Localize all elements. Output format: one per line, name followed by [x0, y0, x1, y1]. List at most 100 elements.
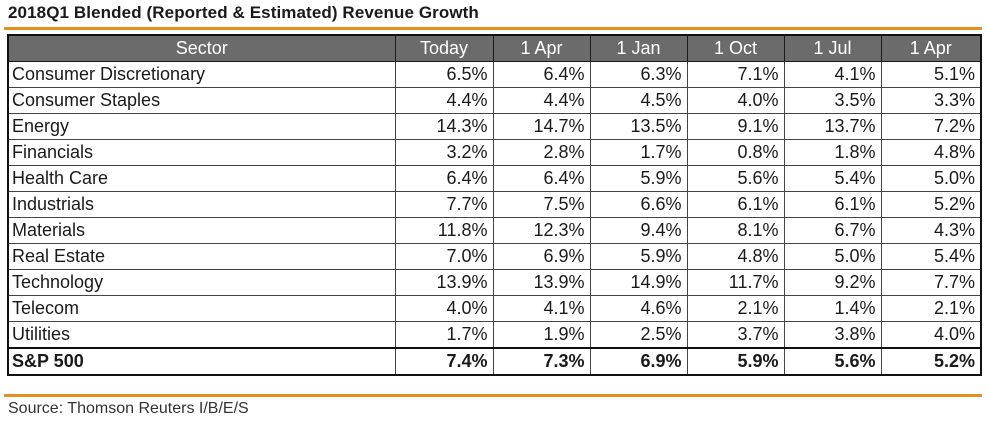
sector-cell: Consumer Staples	[7, 87, 396, 114]
value-cell: 6.5%	[394, 61, 494, 88]
value-cell: 9.4%	[589, 217, 688, 244]
value-cell: 2.1%	[686, 295, 785, 322]
value-cell: 5.0%	[880, 165, 982, 192]
value-cell: 5.9%	[686, 347, 785, 376]
value-cell: 2.8%	[492, 139, 591, 166]
value-cell: 7.3%	[492, 347, 591, 376]
table-row: Industrials 7.7% 7.5% 6.6% 6.1% 6.1% 5.2%	[7, 191, 982, 218]
value-cell: 4.0%	[686, 87, 785, 114]
value-cell: 4.1%	[492, 295, 591, 322]
sector-cell: Telecom	[7, 295, 396, 322]
value-cell: 11.8%	[394, 217, 494, 244]
value-cell: 4.0%	[394, 295, 494, 322]
value-cell: 1.7%	[589, 139, 688, 166]
sector-cell: Health Care	[7, 165, 396, 192]
sector-cell: Technology	[7, 269, 396, 296]
value-cell: 7.7%	[394, 191, 494, 218]
value-cell: 6.9%	[492, 243, 591, 270]
column-header: 1 Jan	[589, 34, 688, 62]
column-header-sector: Sector	[7, 34, 396, 62]
value-cell: 7.2%	[880, 113, 982, 140]
value-cell: 4.3%	[880, 217, 982, 244]
value-cell: 13.7%	[783, 113, 882, 140]
value-cell: 14.3%	[394, 113, 494, 140]
table-row: Telecom 4.0% 4.1% 4.6% 2.1% 1.4% 2.1%	[7, 295, 982, 322]
value-cell: 1.9%	[492, 321, 591, 349]
sector-cell: Consumer Discretionary	[7, 61, 396, 88]
column-header: 1 Oct	[686, 34, 785, 62]
value-cell: 6.4%	[492, 61, 591, 88]
value-cell: 5.6%	[686, 165, 785, 192]
value-cell: 6.6%	[589, 191, 688, 218]
value-cell: 4.5%	[589, 87, 688, 114]
revenue-growth-table: Sector Today 1 Apr 1 Jan 1 Oct 1 Jul 1 Apr Con…	[7, 34, 982, 376]
value-cell: 3.2%	[394, 139, 494, 166]
value-cell: 6.4%	[394, 165, 494, 192]
value-cell: 5.9%	[589, 243, 688, 270]
value-cell: 4.0%	[880, 321, 982, 349]
sector-cell: Financials	[7, 139, 396, 166]
value-cell: 1.8%	[783, 139, 882, 166]
column-header: 1 Apr	[880, 34, 982, 62]
sector-cell: Utilities	[7, 321, 396, 349]
value-cell: 7.7%	[880, 269, 982, 296]
sector-cell: S&P 500	[7, 347, 396, 376]
value-cell: 4.4%	[394, 87, 494, 114]
value-cell: 2.5%	[589, 321, 688, 349]
value-cell: 13.9%	[394, 269, 494, 296]
value-cell: 2.1%	[880, 295, 982, 322]
value-cell: 3.8%	[783, 321, 882, 349]
table-header-row: Sector Today 1 Apr 1 Jan 1 Oct 1 Jul 1 Apr	[7, 34, 982, 62]
value-cell: 5.2%	[880, 191, 982, 218]
value-cell: 5.2%	[880, 347, 982, 376]
table-row: Materials 11.8% 12.3% 9.4% 8.1% 6.7% 4.3%	[7, 217, 982, 244]
table-row: Energy 14.3% 14.7% 13.5% 9.1% 13.7% 7.2%	[7, 113, 982, 140]
value-cell: 4.8%	[686, 243, 785, 270]
value-cell: 3.3%	[880, 87, 982, 114]
table-row: Financials 3.2% 2.8% 1.7% 0.8% 1.8% 4.8%	[7, 139, 982, 166]
value-cell: 6.4%	[492, 165, 591, 192]
value-cell: 1.4%	[783, 295, 882, 322]
value-cell: 7.5%	[492, 191, 591, 218]
value-cell: 14.9%	[589, 269, 688, 296]
value-cell: 6.3%	[589, 61, 688, 88]
value-cell: 4.4%	[492, 87, 591, 114]
chart-title: 2018Q1 Blended (Reported & Estimated) Re…	[8, 3, 479, 22]
title-divider	[4, 27, 982, 30]
sector-cell: Materials	[7, 217, 396, 244]
column-header: Today	[394, 34, 494, 62]
value-cell: 3.7%	[686, 321, 785, 349]
column-header: 1 Jul	[783, 34, 882, 62]
value-cell: 5.4%	[783, 165, 882, 192]
table-row: Utilities 1.7% 1.9% 2.5% 3.7% 3.8% 4.0%	[7, 321, 982, 349]
value-cell: 8.1%	[686, 217, 785, 244]
value-cell: 5.0%	[783, 243, 882, 270]
value-cell: 13.9%	[492, 269, 591, 296]
value-cell: 13.5%	[589, 113, 688, 140]
value-cell: 1.7%	[394, 321, 494, 349]
sector-cell: Energy	[7, 113, 396, 140]
value-cell: 5.4%	[880, 243, 982, 270]
table-row: Consumer Discretionary 6.5% 6.4% 6.3% 7.1% 4.…	[7, 61, 982, 88]
value-cell: 6.7%	[783, 217, 882, 244]
total-row: S&P 500 7.4% 7.3% 6.9% 5.9% 5.6% 5.2%	[7, 347, 982, 376]
value-cell: 12.3%	[492, 217, 591, 244]
sector-cell: Industrials	[7, 191, 396, 218]
table-row: Health Care 6.4% 6.4% 5.9% 5.6% 5.4% 5.0%	[7, 165, 982, 192]
value-cell: 9.1%	[686, 113, 785, 140]
source-divider	[4, 394, 982, 397]
value-cell: 9.2%	[783, 269, 882, 296]
value-cell: 11.7%	[686, 269, 785, 296]
value-cell: 0.8%	[686, 139, 785, 166]
table-row: Technology 13.9% 13.9% 14.9% 11.7% 9.2% 7.7%	[7, 269, 982, 296]
value-cell: 6.1%	[686, 191, 785, 218]
source-note: Source: Thomson Reuters I/B/E/S	[8, 400, 249, 417]
value-cell: 7.0%	[394, 243, 494, 270]
sector-cell: Real Estate	[7, 243, 396, 270]
value-cell: 3.5%	[783, 87, 882, 114]
value-cell: 7.1%	[686, 61, 785, 88]
value-cell: 4.1%	[783, 61, 882, 88]
value-cell: 5.9%	[589, 165, 688, 192]
column-header: 1 Apr	[492, 34, 591, 62]
value-cell: 5.1%	[880, 61, 982, 88]
